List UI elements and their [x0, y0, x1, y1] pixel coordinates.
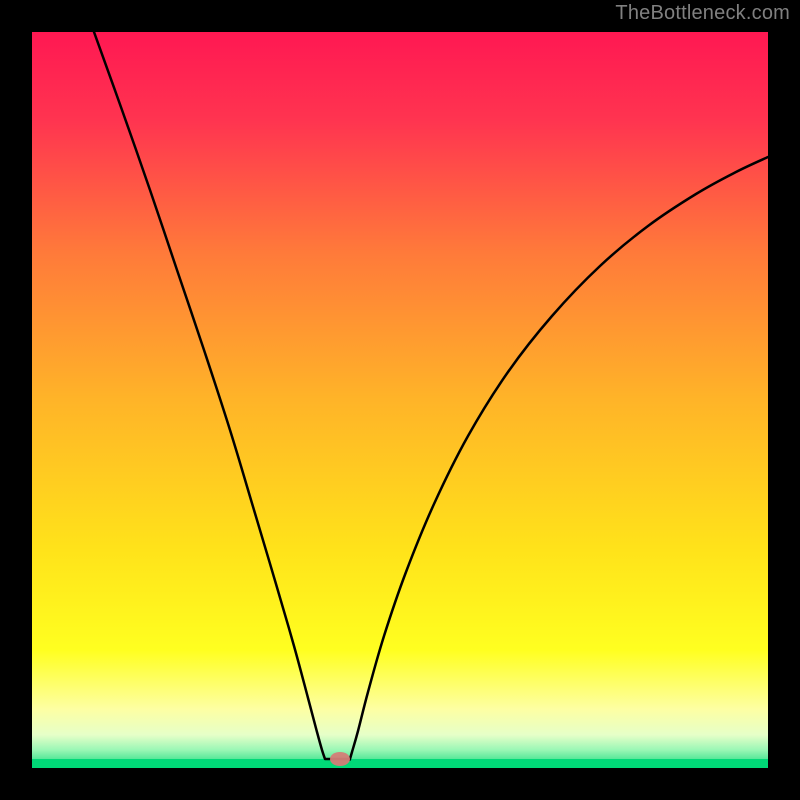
optimum-marker	[330, 752, 350, 766]
plot-area	[32, 32, 768, 768]
curve-path	[94, 32, 768, 760]
chart-outer-frame: TheBottleneck.com	[0, 0, 800, 800]
bottleneck-curve	[32, 32, 768, 768]
watermark-text: TheBottleneck.com	[615, 2, 790, 25]
